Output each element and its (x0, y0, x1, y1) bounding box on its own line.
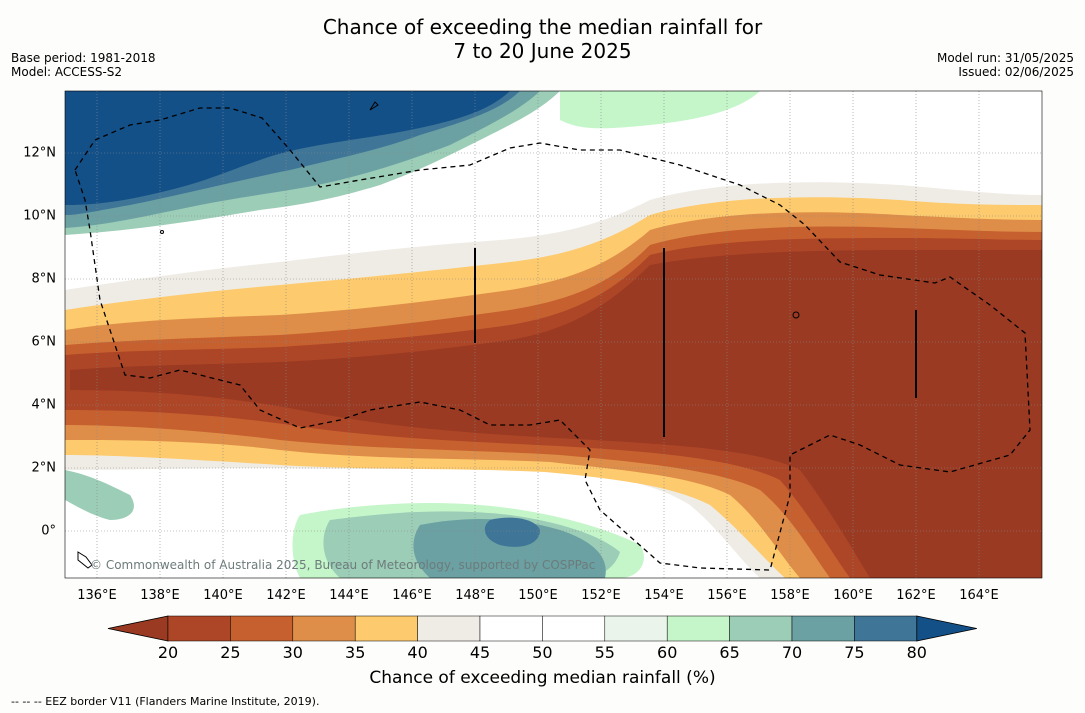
title-line-1: Chance of exceeding the median rainfall … (322, 15, 763, 39)
colorbar-label: Chance of exceeding median rainfall (%) (369, 668, 716, 688)
lat-tick-label: 0° (41, 523, 56, 539)
colorbar-tick-label: 35 (345, 643, 366, 662)
lat-tick-label: 6°N (31, 334, 57, 350)
colorbar-tick-label: 20 (157, 643, 179, 662)
colorbar-tick-label: 45 (469, 643, 491, 662)
colorbar-segment (542, 615, 606, 642)
lon-tick-label: 136°E (77, 588, 117, 603)
colorbar-segment (729, 615, 793, 642)
title-line-2: 7 to 20 June 2025 (453, 39, 632, 63)
lat-tick-label: 2°N (31, 460, 57, 476)
lon-tick-label: 158°E (770, 588, 810, 603)
model-run-text: Model run: 31/05/2025 (936, 51, 1074, 65)
base-period-text: Base period: 1981-2018 (11, 51, 156, 65)
model-text: Model: ACCESS-S2 (11, 65, 123, 79)
colorbar-segment (854, 615, 918, 642)
lon-tick-label: 146°E (392, 588, 432, 603)
colorbar-tick-label: 55 (594, 643, 615, 662)
colorbar (107, 615, 977, 642)
colorbar-tick-label: 60 (657, 643, 678, 662)
colorbar-segment (666, 615, 730, 642)
meta-left: Base period: 1981-2018 Model: ACCESS-S2 (11, 51, 156, 79)
colorbar-tick-label: 50 (532, 643, 553, 662)
lat-tick-label: 4°N (31, 397, 57, 413)
colorbar-segment (292, 615, 356, 642)
lon-tick-label: 164°E (959, 588, 999, 603)
lon-tick-label: 156°E (707, 588, 747, 603)
lon-tick-label: 154°E (644, 588, 684, 603)
copyright-text: © Commonwealth of Australia 2025, Bureau… (90, 558, 596, 572)
colorbar-segment (167, 615, 231, 642)
lon-tick-label: 148°E (455, 588, 495, 603)
colorbar-tick-label: 30 (282, 643, 303, 662)
lon-tick-label: 162°E (896, 588, 936, 603)
colorbar-tick-label: 75 (844, 643, 865, 662)
lat-tick-label: 12°N (23, 145, 56, 161)
colorbar-tick-label: 65 (719, 643, 740, 662)
colorbar-segment (230, 615, 294, 642)
rainfall-probability-field (65, 91, 1042, 578)
islands (77, 101, 800, 569)
colorbar-tick-label: 25 (220, 643, 241, 662)
lon-tick-label: 138°E (140, 588, 180, 603)
colorbar-tick-label: 40 (407, 643, 428, 662)
lon-tick-label: 142°E (266, 588, 306, 603)
lon-tick-label: 160°E (833, 588, 873, 603)
colorbar-extend-low (107, 615, 169, 642)
lon-tick-label: 140°E (203, 588, 243, 603)
colorbar-segment (791, 615, 855, 642)
lat-tick-label: 8°N (31, 271, 57, 287)
lon-tick-label: 150°E (518, 588, 558, 603)
eez-markers (474, 248, 917, 437)
eez-border (74, 107, 1031, 571)
lat-tick-label: 10°N (23, 208, 56, 224)
map-frame (64, 90, 1043, 579)
colorbar-segment (479, 615, 543, 642)
eez-footnote: -- -- -- EEZ border V11 (Flanders Marine… (11, 695, 320, 708)
colorbar-segment (354, 615, 418, 642)
colorbar-segment (604, 615, 668, 642)
map-gridlines (65, 91, 1042, 578)
meta-right: Model run: 31/05/2025 Issued: 02/06/2025 (937, 51, 1074, 79)
lon-tick-label: 152°E (581, 588, 621, 603)
issued-text: Issued: 02/06/2025 (958, 65, 1074, 79)
colorbar-segment (417, 615, 481, 642)
colorbar-tick-label: 80 (906, 643, 927, 662)
lon-tick-label: 144°E (329, 588, 369, 603)
colorbar-extend-high (916, 615, 977, 642)
colorbar-tick-label: 70 (781, 643, 803, 662)
